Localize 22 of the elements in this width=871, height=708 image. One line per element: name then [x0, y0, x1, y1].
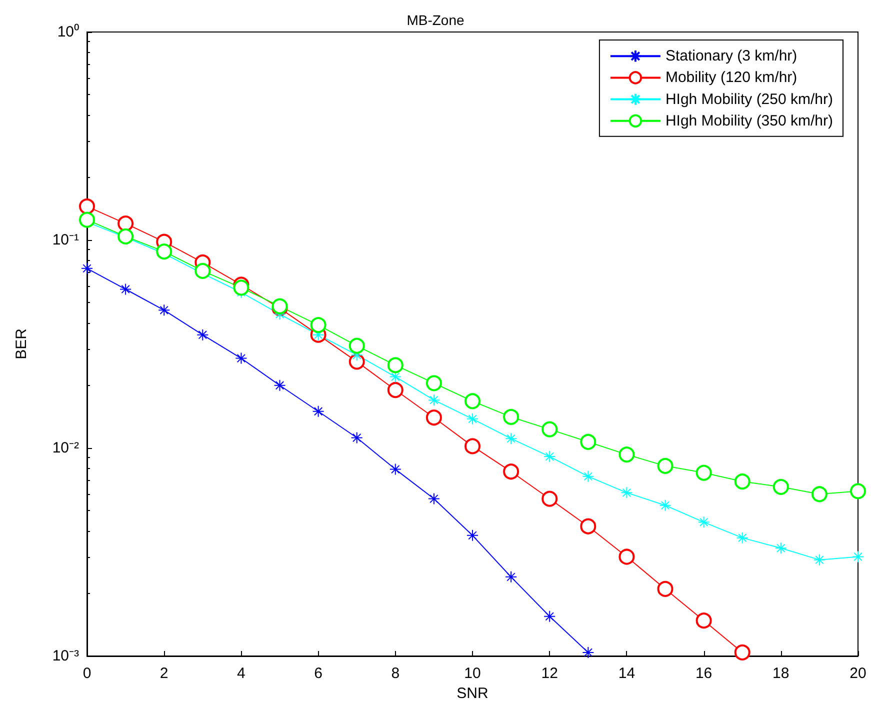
x-tick-label: 4: [237, 665, 246, 682]
legend-label: Stationary (3 km/hr): [665, 48, 798, 65]
y-axis-title: BER: [13, 328, 30, 360]
y-tick-label: 10⁻²: [52, 440, 79, 456]
legend-label: HIgh Mobility (350 km/hr): [665, 112, 834, 130]
y-tick-label: 10⁻¹: [52, 232, 79, 248]
y-tick-label: 10⁰: [57, 24, 79, 40]
x-tick-label: 12: [541, 665, 558, 682]
x-axis-title: SNR: [456, 684, 488, 702]
x-tick-label: 20: [850, 665, 866, 682]
legend-label: HIgh Mobility (250 km/hr): [665, 90, 834, 108]
legend-label: Mobility (120 km/hr): [665, 69, 798, 86]
chart-title: MB-Zone: [406, 12, 464, 28]
x-tick-label: 18: [772, 665, 790, 682]
y-tick-label: 10⁻³: [52, 648, 79, 664]
x-tick-label: 6: [314, 665, 322, 682]
x-tick-label: 0: [82, 665, 92, 682]
x-tick-label: 16: [695, 665, 712, 682]
x-tick-label: 14: [618, 665, 636, 682]
x-tick-label: 8: [391, 665, 400, 682]
x-tick-label: 2: [160, 665, 168, 682]
x-tick-label: 10: [464, 665, 481, 682]
